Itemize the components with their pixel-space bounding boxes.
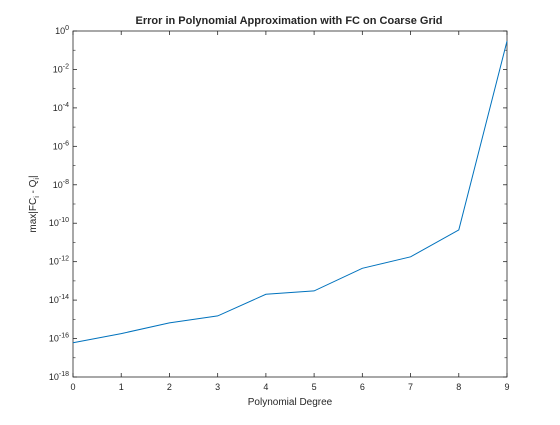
plot-area — [72, 30, 508, 378]
y-label-sub2: i — [34, 178, 41, 180]
y-tick-label: 10-16 — [49, 333, 69, 344]
axis-ticks: 0 1 2 3 4 5 6 7 8 9 10-18 10-16 10-14 10-12 10-10 10-8 1… — [49, 25, 510, 392]
chart-title: Error in Polynomial Approximation with F… — [135, 15, 442, 27]
x-tick-label: 7 — [408, 382, 413, 392]
y-tick-label: 10-14 — [49, 294, 69, 305]
x-tick-label: 6 — [360, 382, 365, 392]
x-tick-label: 4 — [263, 382, 268, 392]
y-tick-label: 10-6 — [53, 140, 69, 151]
y-tick-label: 10-4 — [53, 102, 69, 113]
x-axis-label: Polynomial Degree — [248, 397, 333, 408]
series-line — [72, 40, 508, 344]
y-tick-label: 10-12 — [49, 256, 69, 267]
series-group — [72, 40, 508, 344]
x-tick-label: 9 — [504, 382, 509, 392]
y-tick-label: 100 — [55, 25, 69, 36]
y-axis-label: max|FCi - Qi| — [28, 175, 41, 232]
x-tick-label: 5 — [312, 382, 317, 392]
y-label-middle: - Q — [28, 179, 39, 196]
y-tick-label: 10-18 — [49, 371, 69, 382]
y-tick-label: 10-8 — [53, 179, 69, 190]
x-tick-label: 3 — [215, 382, 220, 392]
y-tick-label: 10-2 — [53, 63, 69, 74]
y-label-suffix: | — [28, 175, 39, 178]
x-tick-label: 8 — [456, 382, 461, 392]
y-label-sub1: i — [34, 196, 41, 198]
x-tick-label: 2 — [167, 382, 172, 392]
x-tick-label: 0 — [70, 382, 75, 392]
y-tick-label: 10-10 — [49, 217, 69, 228]
y-label-prefix: max|FC — [28, 198, 39, 233]
x-tick-label: 1 — [119, 382, 124, 392]
